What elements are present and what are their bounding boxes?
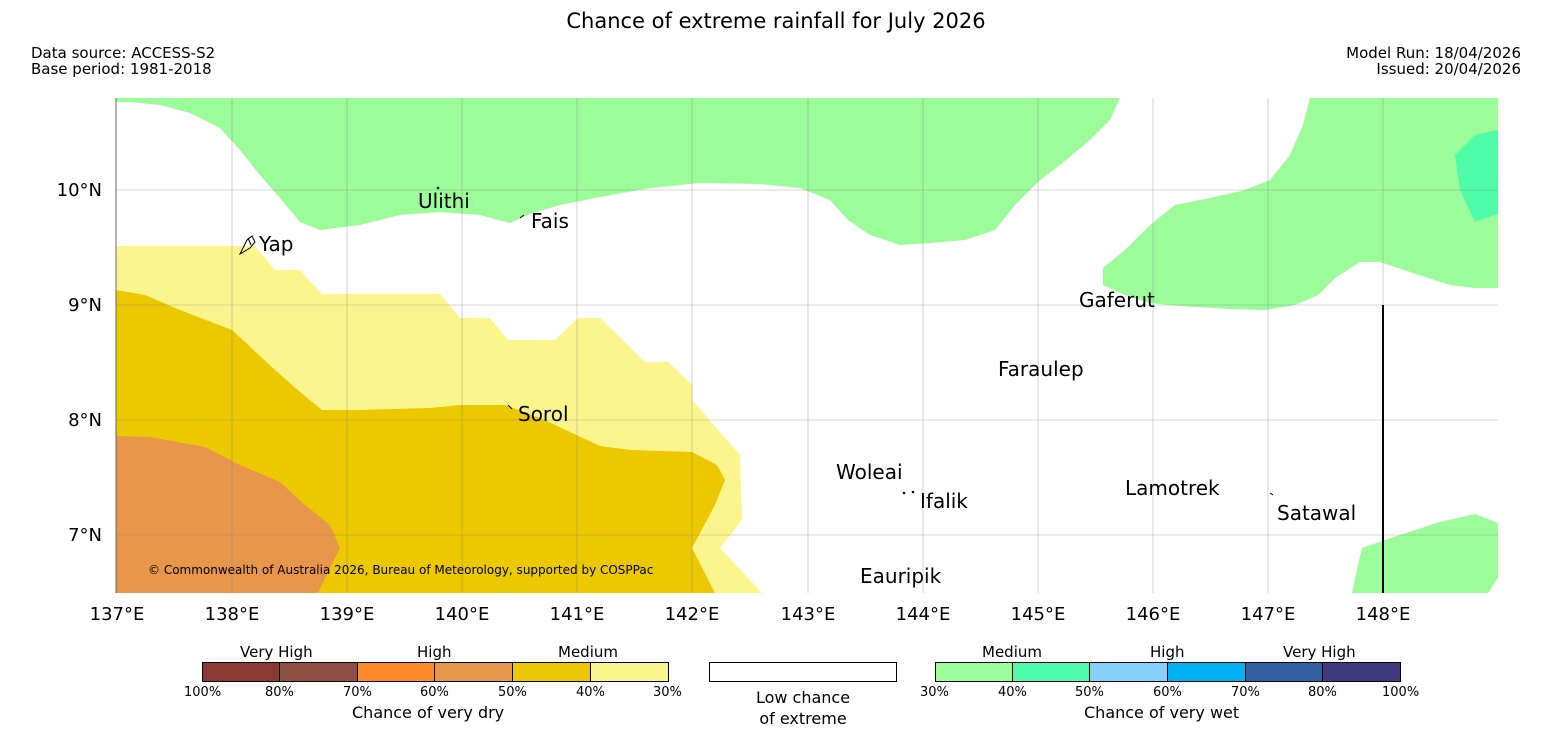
lon-label: 141°E <box>550 604 605 625</box>
legend-wet-head-very-high: Very High <box>1283 643 1356 661</box>
legend-swatch-wet-60-70 <box>1168 662 1246 682</box>
legend-swatch-dry-70-60 <box>358 662 435 682</box>
place-sorol: Sorol <box>518 402 569 426</box>
legend-wet-tick: 30% <box>920 685 949 700</box>
base-period-text: Base period: 1981-2018 <box>31 60 212 78</box>
legend-dry-tick: 100% <box>184 685 222 700</box>
legend-swatch-dry-60-50 <box>435 662 513 682</box>
legend-neutral-line2: of extreme <box>759 709 847 728</box>
legend-wet-tick: 40% <box>998 685 1027 700</box>
legend-swatch-wet-80-100 <box>1323 662 1401 682</box>
lon-label: 139°E <box>320 604 375 625</box>
lat-label: 8°N <box>68 410 102 431</box>
wet-medium-region-southeast <box>1352 514 1498 593</box>
place-fais: Fais <box>531 209 569 233</box>
legend-dry-head-high: High <box>417 643 452 661</box>
lat-label: 10°N <box>57 180 102 201</box>
legend-dry-tick: 60% <box>420 685 449 700</box>
legend-wet-title: Chance of very wet <box>1084 703 1240 722</box>
place-ulithi: Ulithi <box>418 189 470 213</box>
wet-medium-high-patch <box>1455 130 1498 222</box>
legend-swatch-wet-40-50 <box>1013 662 1090 682</box>
island-markers <box>238 186 1274 496</box>
legend-swatch-wet-30-40 <box>935 662 1013 682</box>
dry-high-region <box>116 436 340 593</box>
legend-dry-tick: 80% <box>265 685 294 700</box>
copyright-notice: © Commonwealth of Australia 2026, Bureau… <box>148 563 653 577</box>
lon-label: 137°E <box>90 604 145 625</box>
place-eauripik: Eauripik <box>860 564 942 588</box>
legend-dry-tick: 50% <box>498 685 527 700</box>
legend-wet-tick: 100% <box>1382 685 1420 700</box>
wet-medium-region-north <box>116 98 1120 245</box>
legend-dry-head-medium: Medium <box>558 643 618 661</box>
wet-medium-region-east <box>1103 98 1498 310</box>
legend-dry-head-very-high: Very High <box>240 643 313 661</box>
legend-swatch-dry-50-40 <box>513 662 591 682</box>
legend-dry-tick: 40% <box>576 685 605 700</box>
place-satawal: Satawal <box>1277 501 1356 525</box>
meta-source-block: Data source: ACCESS-S2 Base period: 1981… <box>31 45 215 77</box>
lon-label: 143°E <box>781 604 836 625</box>
legend-wet-tick: 80% <box>1308 685 1337 700</box>
legend-swatch-dry-80-70 <box>280 662 358 682</box>
legend-swatch-dry-100-80 <box>202 662 280 682</box>
meta-run-block: Model Run: 18/04/2026 Issued: 20/04/2026 <box>1346 45 1521 77</box>
lon-label: 138°E <box>205 604 260 625</box>
place-woleai: Woleai <box>836 460 903 484</box>
place-yap: Yap <box>258 232 293 256</box>
map-title: Chance of extreme rainfall for July 2026 <box>566 9 986 33</box>
legend-swatch-dry-40-30 <box>591 662 669 682</box>
legend-swatch-wet-50-60 <box>1090 662 1168 682</box>
lat-label: 9°N <box>68 295 102 316</box>
place-ifalik: Ifalik <box>920 489 968 513</box>
legend-dry-tick: 30% <box>653 685 682 700</box>
legend-swatch-low-chance <box>709 662 897 682</box>
lon-label: 144°E <box>896 604 951 625</box>
legend-wet-tick: 70% <box>1231 685 1260 700</box>
lon-label: 145°E <box>1011 604 1066 625</box>
data-source-text: Data source: ACCESS-S2 <box>31 44 216 62</box>
lon-label: 147°E <box>1241 604 1296 625</box>
lon-label: 140°E <box>435 604 490 625</box>
model-run-text: Model Run: 18/04/2026 <box>1346 44 1521 62</box>
lat-label: 7°N <box>68 525 102 546</box>
legend-neutral-line1: Low chance <box>755 688 851 707</box>
legend-dry-title: Chance of very dry <box>352 703 505 722</box>
lon-label: 142°E <box>665 604 720 625</box>
legend-wet-tick: 60% <box>1153 685 1182 700</box>
legend-swatch-wet-70-80 <box>1246 662 1323 682</box>
lon-label: 148°E <box>1356 604 1411 625</box>
lon-label: 146°E <box>1126 604 1181 625</box>
place-gaferut: Gaferut <box>1079 288 1155 312</box>
place-faraulep: Faraulep <box>998 357 1084 381</box>
place-lamotrek: Lamotrek <box>1125 476 1220 500</box>
legend-wet-head-high: High <box>1150 643 1185 661</box>
issued-text: Issued: 20/04/2026 <box>1376 60 1521 78</box>
legend-dry-tick: 70% <box>343 685 372 700</box>
legend-wet-head-medium: Medium <box>982 643 1042 661</box>
legend-wet-tick: 50% <box>1075 685 1104 700</box>
